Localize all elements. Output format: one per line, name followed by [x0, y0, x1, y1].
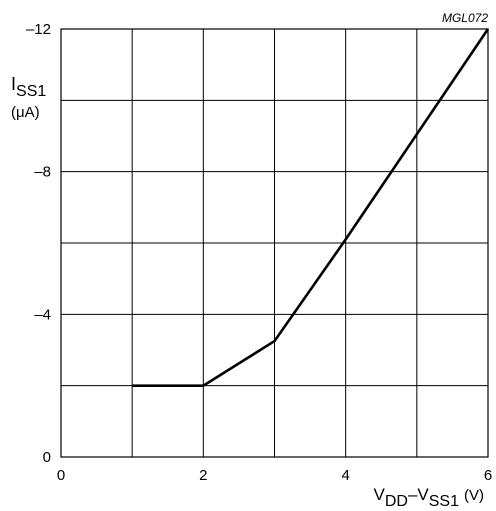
- y-tick-labels: 0 –4 –8 –12: [26, 21, 51, 466]
- x-tick-label: 2: [199, 467, 207, 484]
- y-tick-label: –4: [34, 306, 51, 323]
- y-tick-label: 0: [43, 449, 51, 466]
- svg-text:VDD–VSS1(V): VDD–VSS1 (V): [374, 485, 485, 510]
- y-tick-label: –12: [26, 21, 51, 38]
- x-axis-label-sub-ss1: SS1: [429, 493, 459, 510]
- figure-code: MGL072: [442, 11, 488, 25]
- x-axis-label-sub-dd: DD: [385, 493, 408, 510]
- x-tick-label: 4: [341, 467, 349, 484]
- x-axis-label: VDD–VSS1 (V): [374, 485, 485, 510]
- x-axis-label-dash-v: –V: [408, 485, 429, 504]
- y-tick-label: –8: [34, 164, 51, 181]
- y-axis-label: ISS1 (μA): [11, 74, 46, 121]
- series-layer: [132, 28, 490, 387]
- y-axis-unit: (μA): [11, 104, 40, 121]
- x-tick-label: 0: [57, 467, 65, 484]
- x-axis-label-v: V: [374, 485, 386, 504]
- grid: [61, 29, 488, 457]
- series-line: [132, 28, 490, 387]
- svg-text:ISS1: ISS1: [11, 74, 46, 100]
- x-tick-labels: 0 2 4 6: [57, 467, 492, 484]
- y-axis-label-main: I: [11, 74, 16, 94]
- y-axis-label-subscript: SS1: [16, 83, 46, 100]
- x-tick-label: 6: [484, 467, 492, 484]
- plot-frame: [60, 28, 489, 458]
- x-axis-label-unit: (V): [464, 487, 484, 504]
